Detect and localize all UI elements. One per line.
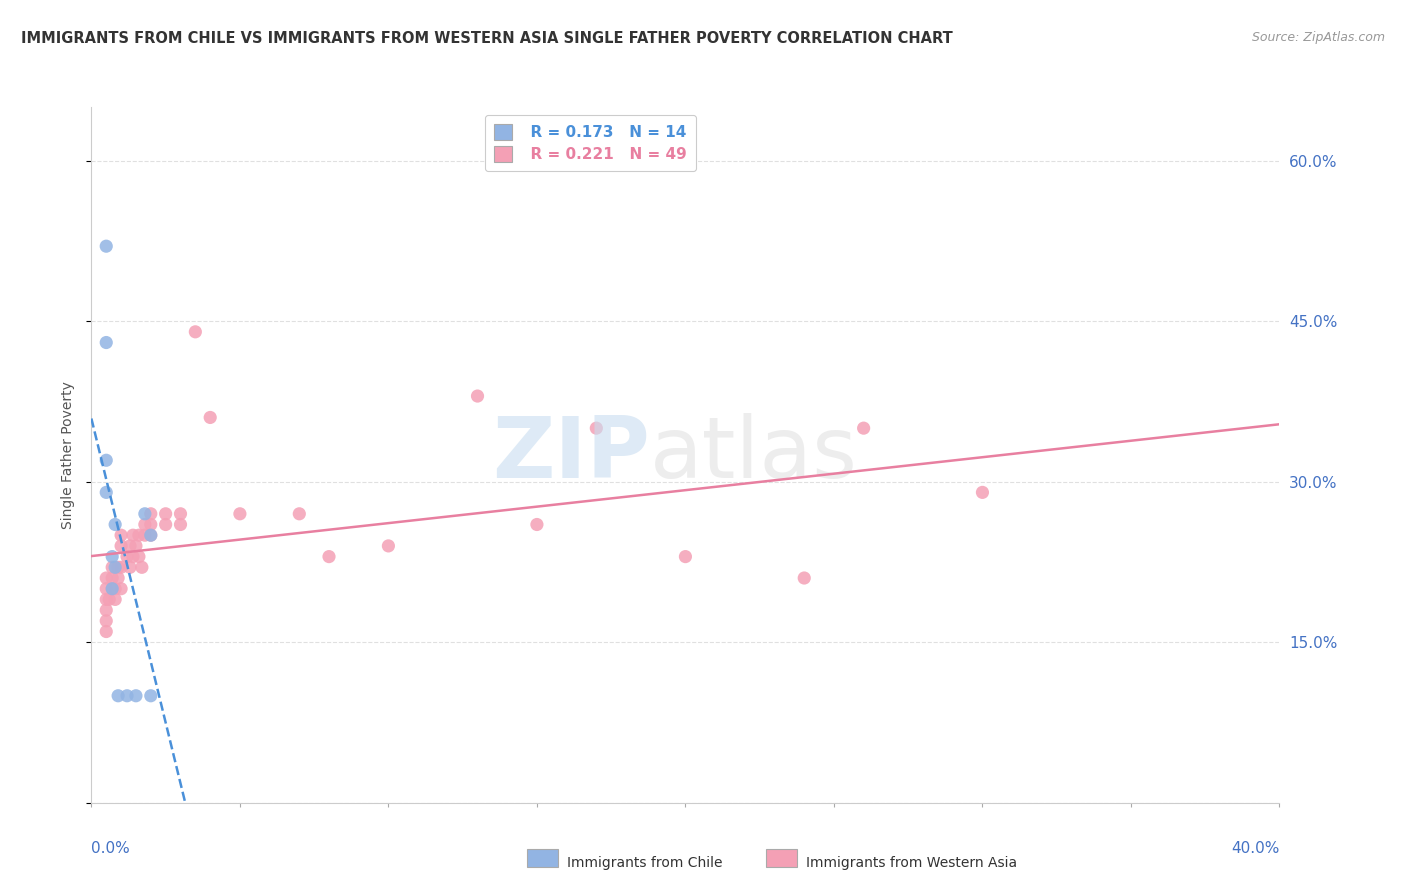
Point [526, 517, 548, 532]
Point [972, 485, 994, 500]
Point [96, 614, 118, 628]
Point [793, 571, 815, 585]
Text: 40.0%: 40.0% [1232, 841, 1279, 856]
Point [101, 560, 124, 574]
Point [96, 453, 118, 467]
Point [131, 560, 153, 574]
Text: 0.0%: 0.0% [91, 841, 131, 856]
Point [125, 689, 148, 703]
Point [377, 539, 399, 553]
Point [118, 539, 141, 553]
Point [104, 560, 127, 574]
Point [96, 485, 118, 500]
Point [118, 560, 141, 574]
Text: atlas: atlas [650, 413, 858, 497]
Point [128, 528, 150, 542]
Legend:   R = 0.173   N = 14,   R = 0.221   N = 49: R = 0.173 N = 14, R = 0.221 N = 49 [485, 115, 696, 171]
Point [122, 528, 145, 542]
Point [110, 582, 132, 596]
Point [107, 689, 129, 703]
Point [107, 560, 129, 574]
Point [128, 549, 150, 564]
Point [139, 507, 162, 521]
Text: Immigrants from Western Asia: Immigrants from Western Asia [806, 855, 1017, 870]
Point [110, 528, 132, 542]
Text: IMMIGRANTS FROM CHILE VS IMMIGRANTS FROM WESTERN ASIA SINGLE FATHER POVERTY CORR: IMMIGRANTS FROM CHILE VS IMMIGRANTS FROM… [21, 31, 953, 46]
Point [585, 421, 607, 435]
Point [101, 549, 124, 564]
Point [96, 239, 118, 253]
Point [101, 582, 124, 596]
Point [134, 528, 156, 542]
Point [139, 517, 162, 532]
Point [110, 560, 132, 574]
Point [96, 582, 118, 596]
Point [104, 582, 127, 596]
Text: Immigrants from Chile: Immigrants from Chile [567, 855, 723, 870]
Point [134, 507, 156, 521]
Point [139, 689, 162, 703]
Point [673, 549, 696, 564]
Point [110, 539, 132, 553]
Point [134, 517, 156, 532]
Point [107, 571, 129, 585]
Y-axis label: Single Father Poverty: Single Father Poverty [60, 381, 75, 529]
Point [115, 549, 138, 564]
Text: Source: ZipAtlas.com: Source: ZipAtlas.com [1251, 31, 1385, 45]
Point [155, 507, 177, 521]
Text: ZIP: ZIP [492, 413, 650, 497]
Point [98, 592, 121, 607]
Point [96, 592, 118, 607]
Point [139, 528, 162, 542]
Point [467, 389, 489, 403]
Point [96, 624, 118, 639]
Point [104, 592, 127, 607]
Point [101, 582, 124, 596]
Point [125, 539, 148, 553]
Point [184, 325, 207, 339]
Point [96, 571, 118, 585]
Point [318, 549, 340, 564]
Point [104, 517, 127, 532]
Point [101, 571, 124, 585]
Point [288, 507, 311, 521]
Point [169, 517, 191, 532]
Point [200, 410, 222, 425]
Point [96, 603, 118, 617]
Point [139, 528, 162, 542]
Point [229, 507, 252, 521]
Point [852, 421, 875, 435]
Point [96, 335, 118, 350]
Point [155, 517, 177, 532]
Point [122, 549, 145, 564]
Point [169, 507, 191, 521]
Point [115, 689, 138, 703]
